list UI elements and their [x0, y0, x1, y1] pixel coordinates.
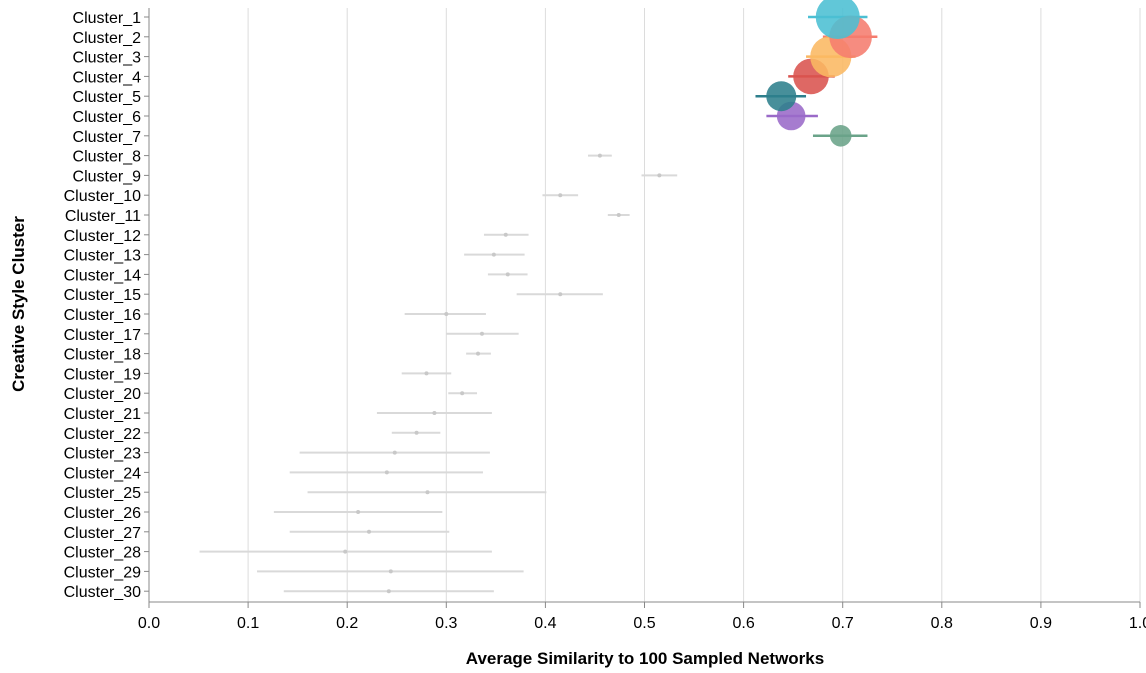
y-tick-label: Cluster_23: [64, 446, 141, 463]
y-tick-label: Cluster_25: [64, 485, 141, 502]
y-tick-label: Cluster_10: [64, 188, 141, 205]
point-cluster-28: [343, 549, 348, 554]
point-cluster-1: [815, 0, 860, 39]
y-tick-label: Cluster_15: [64, 287, 141, 304]
point-cluster-24: [384, 470, 389, 475]
x-tick-label: 0.6: [732, 615, 754, 632]
y-tick-label: Cluster_11: [65, 208, 141, 225]
y-tick-label: Cluster_20: [64, 386, 141, 403]
point-cluster-10: [558, 193, 563, 198]
x-tick-label: 0.8: [931, 615, 953, 632]
y-tick-label: Cluster_6: [73, 109, 142, 126]
point-cluster-7: [829, 125, 852, 147]
x-tick-label: 0.9: [1030, 615, 1052, 632]
x-tick-label: 0.1: [237, 615, 259, 632]
x-axis-title: Average Similarity to 100 Sampled Networ…: [466, 649, 824, 668]
y-tick-label: Cluster_28: [64, 545, 141, 562]
point-cluster-22: [414, 430, 419, 435]
point-cluster-18: [476, 351, 481, 356]
grid-lines: [148, 8, 1141, 602]
y-axis-title: Creative Style Cluster: [9, 216, 28, 392]
point-cluster-23: [392, 450, 397, 455]
y-tick-label: Cluster_14: [64, 267, 141, 284]
y-tick-label: Cluster_24: [64, 465, 141, 482]
point-cluster-30: [386, 589, 391, 594]
y-tick-label: Cluster_26: [64, 505, 141, 522]
y-tick-label: Cluster_8: [73, 149, 142, 166]
y-tick-label: Cluster_4: [73, 69, 142, 86]
y-tick-label: Cluster_19: [64, 366, 141, 383]
point-cluster-15: [558, 292, 563, 297]
y-tick-label: Cluster_18: [64, 347, 141, 364]
point-cluster-29: [388, 569, 393, 574]
point-cluster-19: [424, 371, 429, 376]
y-tick-label: Cluster_5: [73, 89, 142, 106]
y-tick-label: Cluster_9: [73, 168, 142, 185]
x-tick-label: 0.0: [138, 615, 160, 632]
x-tick-label: 0.5: [633, 615, 655, 632]
point-cluster-20: [460, 391, 465, 396]
point-cluster-12: [503, 232, 508, 237]
x-tick-label: 0.3: [435, 615, 457, 632]
point-cluster-13: [491, 252, 496, 257]
y-tick-label: Cluster_22: [64, 426, 141, 443]
x-tick-label: 1.0: [1129, 615, 1146, 632]
y-tick-label: Cluster_17: [64, 327, 141, 344]
x-tick-label: 0.2: [336, 615, 358, 632]
point-cluster-11: [616, 213, 621, 217]
x-tick-label: 0.4: [534, 615, 556, 632]
point-cluster-25: [425, 490, 430, 495]
y-tick-label: Cluster_21: [64, 406, 141, 423]
y-tick-label: Cluster_30: [64, 584, 141, 601]
y-tick-label: Cluster_7: [73, 129, 142, 146]
point-cluster-9: [657, 173, 662, 178]
x-tick-label: 0.7: [832, 615, 854, 632]
y-tick-label: Cluster_2: [73, 30, 142, 47]
point-cluster-8: [597, 153, 602, 158]
y-tick-label: Cluster_16: [64, 307, 141, 324]
point-cluster-26: [356, 510, 361, 514]
axes: 0.0 0.1 0.2 0.3 0.4 0.5 0.6 0.7 0.8 0.9 1.0 Cluster…: [64, 8, 1146, 632]
y-tick-label: Cluster_12: [64, 228, 141, 245]
y-tick-label: Cluster_3: [73, 50, 142, 67]
mean-points: [343, 0, 872, 594]
y-tick-label: Cluster_27: [64, 525, 141, 542]
point-cluster-21: [432, 411, 437, 415]
point-cluster-14: [505, 272, 510, 277]
point-cluster-16: [444, 312, 449, 316]
point-cluster-27: [367, 529, 372, 534]
y-tick-label: Cluster_13: [64, 248, 141, 265]
point-cluster-5: [766, 81, 797, 112]
y-tick-label: Cluster_1: [73, 10, 142, 27]
y-tick-label: Cluster_29: [64, 564, 141, 581]
point-cluster-17: [479, 331, 484, 336]
